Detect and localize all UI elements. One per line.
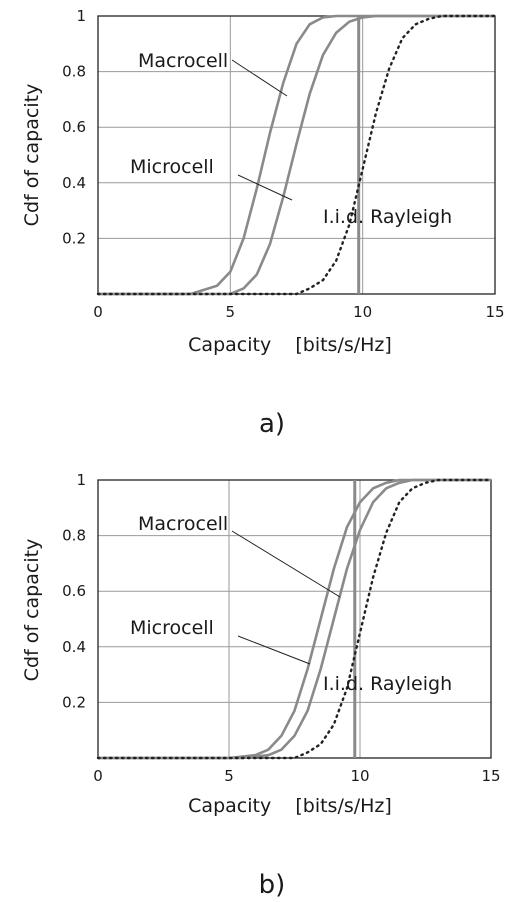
leader-line-macrocell-a (231, 59, 288, 97)
curve-label-rayleigh-a: I.i.d. Rayleigh (323, 206, 452, 228)
plot-frame-b (97, 479, 492, 759)
curve-label-microcell-a: Microcell (130, 156, 214, 178)
y-tick-label-a: 1 (76, 7, 86, 25)
y-tick-label-a: 0.6 (62, 118, 86, 136)
y-tick-label-a: 0.4 (62, 174, 86, 192)
x-axis-label-a: Capacity [bits/s/Hz] (188, 334, 392, 356)
series-line-rayleigh-a (96, 14, 497, 296)
x-tick-label-a: 10 (353, 303, 372, 321)
y-axis-label-b: Cdf of capacity (21, 539, 43, 682)
y-tick-label-b: 0.6 (62, 582, 86, 600)
series-line-macrocell-b (98, 478, 491, 760)
x-tick-label-a: 5 (226, 303, 236, 321)
x-tick-label-b: 15 (481, 767, 500, 785)
y-tick-label-a: 0.2 (62, 229, 86, 247)
leader-line-microcell-a (237, 174, 293, 201)
curve-label-rayleigh-b: I.i.d. Rayleigh (323, 673, 452, 695)
y-tick-label-b: 0.8 (62, 527, 86, 545)
panel-b: 0 5 10 150.20.40.60.81 Macrocell Microcell … (21, 471, 501, 900)
curve-label-macrocell-a: Macrocell (138, 50, 228, 72)
y-tick-label-b: 0.4 (62, 638, 86, 656)
y-tick-label-b: 0.2 (62, 693, 86, 711)
panel-caption-a: a) (259, 409, 285, 439)
curve-label-microcell-b: Microcell (130, 617, 214, 639)
series-line-macrocell-a (98, 14, 495, 296)
leader-line-microcell-b (237, 635, 311, 665)
curve-label-macrocell-b: Macrocell (138, 513, 228, 535)
x-axis-label-b: Capacity [bits/s/Hz] (188, 795, 392, 817)
x-tick-label-b: 5 (224, 767, 234, 785)
series-line-microcell-b (98, 478, 491, 760)
panel-a: 0 5 10 150.20.40.60.81 Macrocell Microcell … (21, 7, 505, 439)
panel-caption-b: b) (259, 870, 286, 900)
x-tick-label-b: 0 (93, 767, 103, 785)
series-line-rayleigh-b (96, 478, 493, 760)
x-tick-label-b: 10 (350, 767, 369, 785)
x-tick-label-a: 15 (485, 303, 504, 321)
x-tick-label-a: 0 (93, 303, 103, 321)
series-line-microcell-a (98, 14, 495, 296)
y-tick-label-a: 0.8 (62, 63, 86, 81)
y-axis-label-a: Cdf of capacity (21, 84, 43, 227)
y-tick-label-b: 1 (76, 471, 86, 489)
leader-line-macrocell-b (231, 530, 341, 598)
